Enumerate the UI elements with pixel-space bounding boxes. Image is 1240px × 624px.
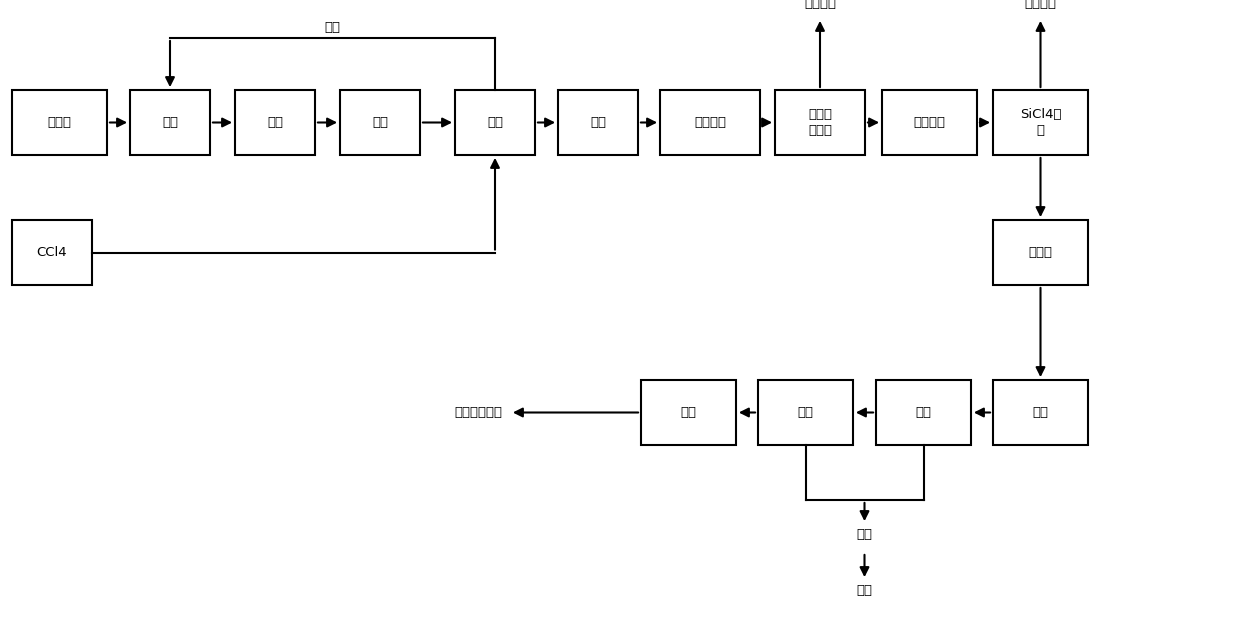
Text: 气固分离: 气固分离	[914, 116, 945, 129]
Text: CCl4: CCl4	[37, 246, 67, 259]
Text: 解吸: 解吸	[915, 406, 931, 419]
Text: 固碱塔: 固碱塔	[1028, 246, 1053, 259]
Text: 氯化: 氯化	[487, 116, 503, 129]
Bar	[660, 90, 760, 155]
Bar	[455, 90, 534, 155]
Text: 四氯化硅: 四氯化硅	[1024, 0, 1056, 10]
Text: 炉渣: 炉渣	[325, 21, 341, 34]
Bar	[12, 220, 92, 285]
Bar	[340, 90, 420, 155]
Bar	[130, 90, 210, 155]
Text: 烘干: 烘干	[267, 116, 283, 129]
Bar	[882, 90, 977, 155]
Text: 四氯化
锆冷凝: 四氯化 锆冷凝	[808, 109, 832, 137]
Text: 四氯化锆: 四氯化锆	[804, 0, 836, 10]
Text: 熔盐喷淋: 熔盐喷淋	[694, 116, 725, 129]
Bar	[641, 380, 737, 445]
Text: 计量: 计量	[372, 116, 388, 129]
Bar	[775, 90, 866, 155]
Text: 粉碎: 粉碎	[162, 116, 179, 129]
Text: 收尘: 收尘	[590, 116, 606, 129]
Text: 淋洗: 淋洗	[857, 527, 873, 540]
Text: SiCl4淋
洗: SiCl4淋 洗	[1019, 109, 1061, 137]
Bar	[12, 90, 107, 155]
Bar	[236, 90, 315, 155]
Text: 冷凝: 冷凝	[681, 406, 697, 419]
Bar	[875, 380, 971, 445]
Text: 排空: 排空	[857, 583, 873, 597]
Text: 压缩: 压缩	[797, 406, 813, 419]
Bar	[558, 90, 639, 155]
Text: 液体二氧化碳: 液体二氧化碳	[454, 406, 502, 419]
Text: 锆英砂: 锆英砂	[47, 116, 72, 129]
Bar	[993, 380, 1087, 445]
Bar	[993, 90, 1087, 155]
Bar	[758, 380, 853, 445]
Bar	[993, 220, 1087, 285]
Text: 吸收: 吸收	[1033, 406, 1049, 419]
